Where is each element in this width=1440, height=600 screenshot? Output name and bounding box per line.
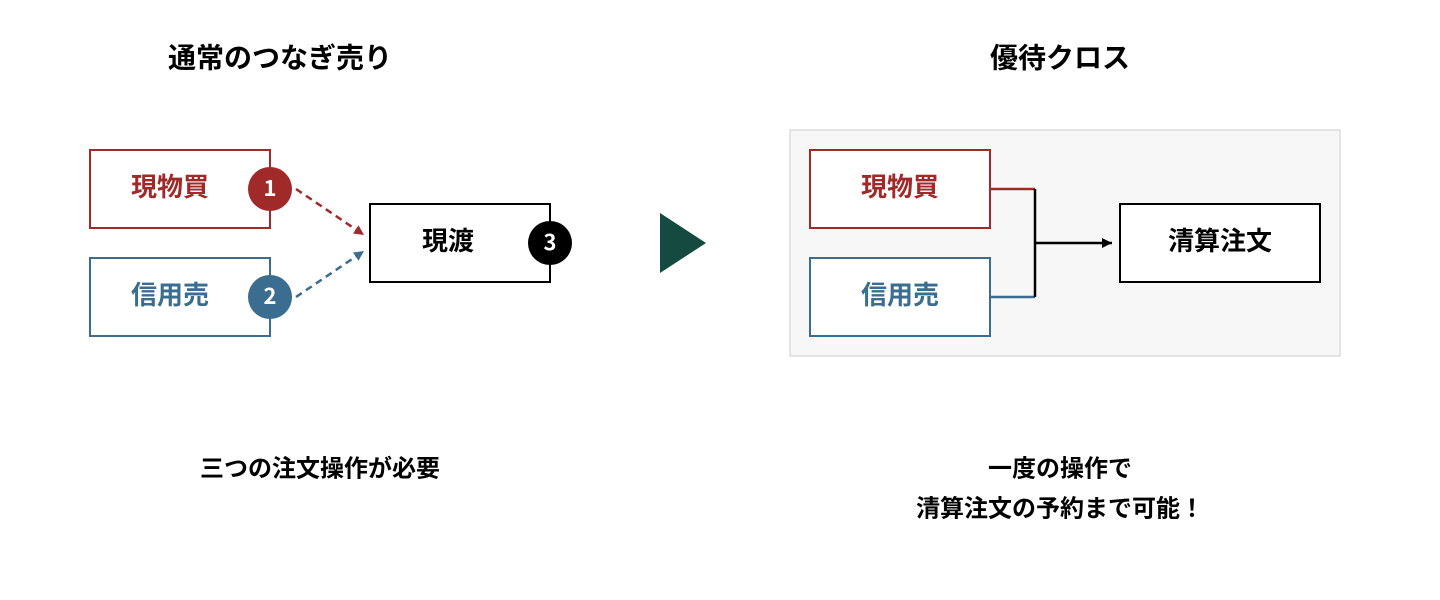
- right-target-label: 清算注文: [1168, 221, 1272, 258]
- right-box-sell-label: 信用売: [861, 275, 939, 312]
- badge-3-num: 3: [544, 225, 557, 257]
- arrow-buy-to-target: [296, 189, 364, 235]
- badge-1-num: 1: [264, 171, 277, 203]
- badge-2-num: 2: [264, 279, 277, 311]
- arrow-sell-to-target: [296, 251, 364, 297]
- left-box-sell-label: 信用売: [131, 275, 209, 312]
- separator-arrow-icon: [660, 213, 706, 273]
- left-box-buy-label: 現物買: [131, 167, 209, 204]
- left-title: 通常のつなぎ売り: [168, 37, 392, 77]
- right-caption-1: 一度の操作で: [988, 449, 1132, 484]
- right-caption-2: 清算注文の予約まで可能！: [916, 489, 1204, 524]
- left-target-label: 現渡: [422, 221, 474, 258]
- right-box-buy-label: 現物買: [861, 167, 939, 204]
- left-caption: 三つの注文操作が必要: [200, 449, 440, 484]
- right-title: 優待クロス: [990, 37, 1130, 77]
